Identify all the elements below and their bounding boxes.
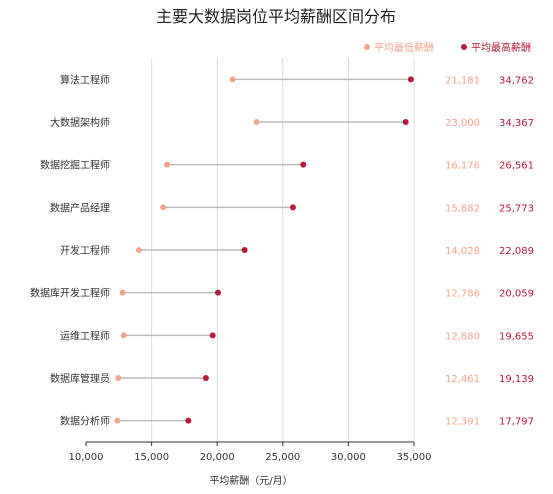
min-salary-label: 12,786	[445, 289, 480, 300]
max-salary-label: 19,139	[499, 374, 534, 385]
min-salary-label: 15,882	[445, 203, 480, 214]
max-salary-point	[402, 119, 409, 125]
category-label: 数据产品经理	[50, 201, 110, 214]
max-salary-label: 19,655	[499, 331, 534, 342]
category-label: 大数据架构师	[50, 116, 110, 129]
category-label: 数据挖掘工程师	[40, 159, 110, 172]
chart-row: 算法工程师 21,181 34,762	[60, 73, 534, 86]
max-salary-label: 34,762	[499, 75, 534, 86]
max-salary-point	[407, 76, 414, 83]
legend-marker-min	[364, 44, 370, 50]
max-salary-point	[185, 417, 192, 424]
min-salary-label: 23,000	[445, 118, 480, 129]
max-salary-label: 17,797	[499, 417, 534, 428]
legend-label-min: 平均最低薪酬	[374, 41, 434, 54]
chart-row: 数据库开发工程师 12,786 20,059	[30, 287, 534, 300]
chart-row: 大数据架构师 23,000 34,367	[50, 116, 534, 129]
min-salary-point	[114, 417, 121, 424]
min-salary-point	[229, 76, 236, 83]
min-salary-label: 12,391	[445, 417, 480, 428]
max-salary-point	[300, 161, 307, 168]
max-salary-point	[209, 332, 216, 339]
x-tick-label: 30,000	[331, 452, 366, 463]
chart-row: 数据挖掘工程师 16,176 26,561	[40, 159, 534, 172]
max-salary-label: 20,059	[499, 289, 534, 300]
min-salary-label: 12,461	[445, 374, 480, 385]
x-tick-label: 35,000	[397, 452, 432, 463]
max-salary-label: 22,089	[499, 246, 534, 257]
max-salary-label: 34,367	[499, 118, 534, 129]
x-tick-label: 20,000	[200, 452, 235, 463]
min-salary-label: 21,181	[445, 75, 480, 86]
category-label: 算法工程师	[60, 73, 110, 86]
min-salary-point	[160, 204, 167, 211]
chart-row: 数据库管理员 12,461 19,139	[50, 372, 534, 385]
chart-row: 开发工程师 14,028 22,089	[60, 244, 534, 257]
x-tick-label: 10,000	[69, 452, 104, 463]
min-salary-label: 16,176	[445, 161, 480, 172]
plot-rows: 算法工程师 21,181 34,762 大数据架构师 23,000 34,367 数据挖掘工…	[30, 73, 534, 427]
category-label: 数据库管理员	[50, 372, 110, 385]
min-salary-point	[135, 247, 142, 253]
category-label: 开发工程师	[60, 244, 110, 257]
max-salary-label: 25,773	[499, 203, 534, 214]
chart-row: 数据分析师 12,391 17,797	[60, 415, 534, 428]
max-salary-point	[241, 247, 248, 253]
min-salary-point	[119, 289, 126, 296]
category-label: 运维工程师	[60, 329, 110, 342]
chart-row: 运维工程师 12,880 19,655	[60, 329, 534, 342]
max-salary-point	[202, 375, 209, 381]
category-label: 数据分析师	[60, 415, 110, 428]
min-salary-label: 14,028	[445, 246, 480, 257]
min-salary-point	[164, 161, 171, 168]
min-salary-point	[115, 375, 122, 381]
legend: 平均最低薪酬 平均最高薪酬	[364, 41, 531, 54]
max-salary-point	[214, 289, 221, 296]
x-tick-label: 25,000	[265, 452, 300, 463]
min-salary-label: 12,880	[445, 331, 480, 342]
category-label: 数据库开发工程师	[30, 287, 110, 300]
max-salary-point	[289, 204, 296, 211]
legend-label-max: 平均最高薪酬	[471, 41, 531, 54]
min-salary-point	[120, 332, 127, 339]
chart-title: 主要大数据岗位平均薪酬区间分布	[156, 7, 396, 26]
chart-row: 数据产品经理 15,882 25,773	[50, 201, 534, 214]
legend-marker-max	[461, 44, 467, 50]
max-salary-label: 26,561	[499, 161, 534, 172]
x-axis-title: 平均薪酬（元/月）	[209, 475, 292, 487]
x-axis-ticks: 10,000 15,000 20,000 25,000 30,000 35,000	[69, 442, 432, 463]
min-salary-point	[253, 119, 260, 125]
x-tick-label: 15,000	[134, 452, 169, 463]
